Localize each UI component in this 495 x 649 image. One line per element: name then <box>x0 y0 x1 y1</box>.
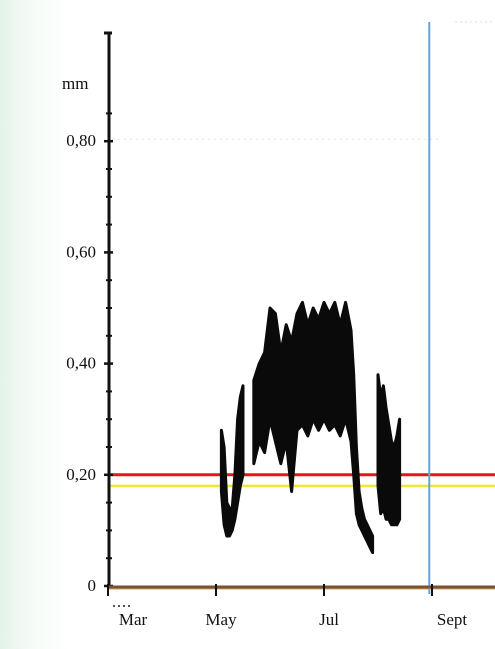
series-0-spikes-0 <box>220 391 244 534</box>
x-tick-label-1: May <box>205 610 237 629</box>
x-tick-label-0: Mar <box>119 610 148 629</box>
series-0-spikes-2 <box>377 374 400 518</box>
x-tick-label-3: Sept <box>437 610 468 629</box>
series-layer <box>219 300 402 555</box>
y-tick-label-3: 0,60 <box>66 242 96 261</box>
y-tick-label-2: 0,40 <box>66 354 96 373</box>
axes <box>104 31 495 607</box>
y-tick-label-1: 0,20 <box>66 465 96 484</box>
x-tick-label-2: Jul <box>319 610 339 629</box>
y-tick-label-0: 0 <box>88 576 97 595</box>
reference-lines <box>110 21 495 594</box>
series-0-spikes-1 <box>252 302 373 550</box>
y-axis-unit: mm <box>62 74 88 93</box>
labels: 0 0,20 0,40 0,60 0,80 mm Mar May Jul Sept <box>62 74 467 629</box>
y-tick-label-4: 0,80 <box>66 131 96 150</box>
